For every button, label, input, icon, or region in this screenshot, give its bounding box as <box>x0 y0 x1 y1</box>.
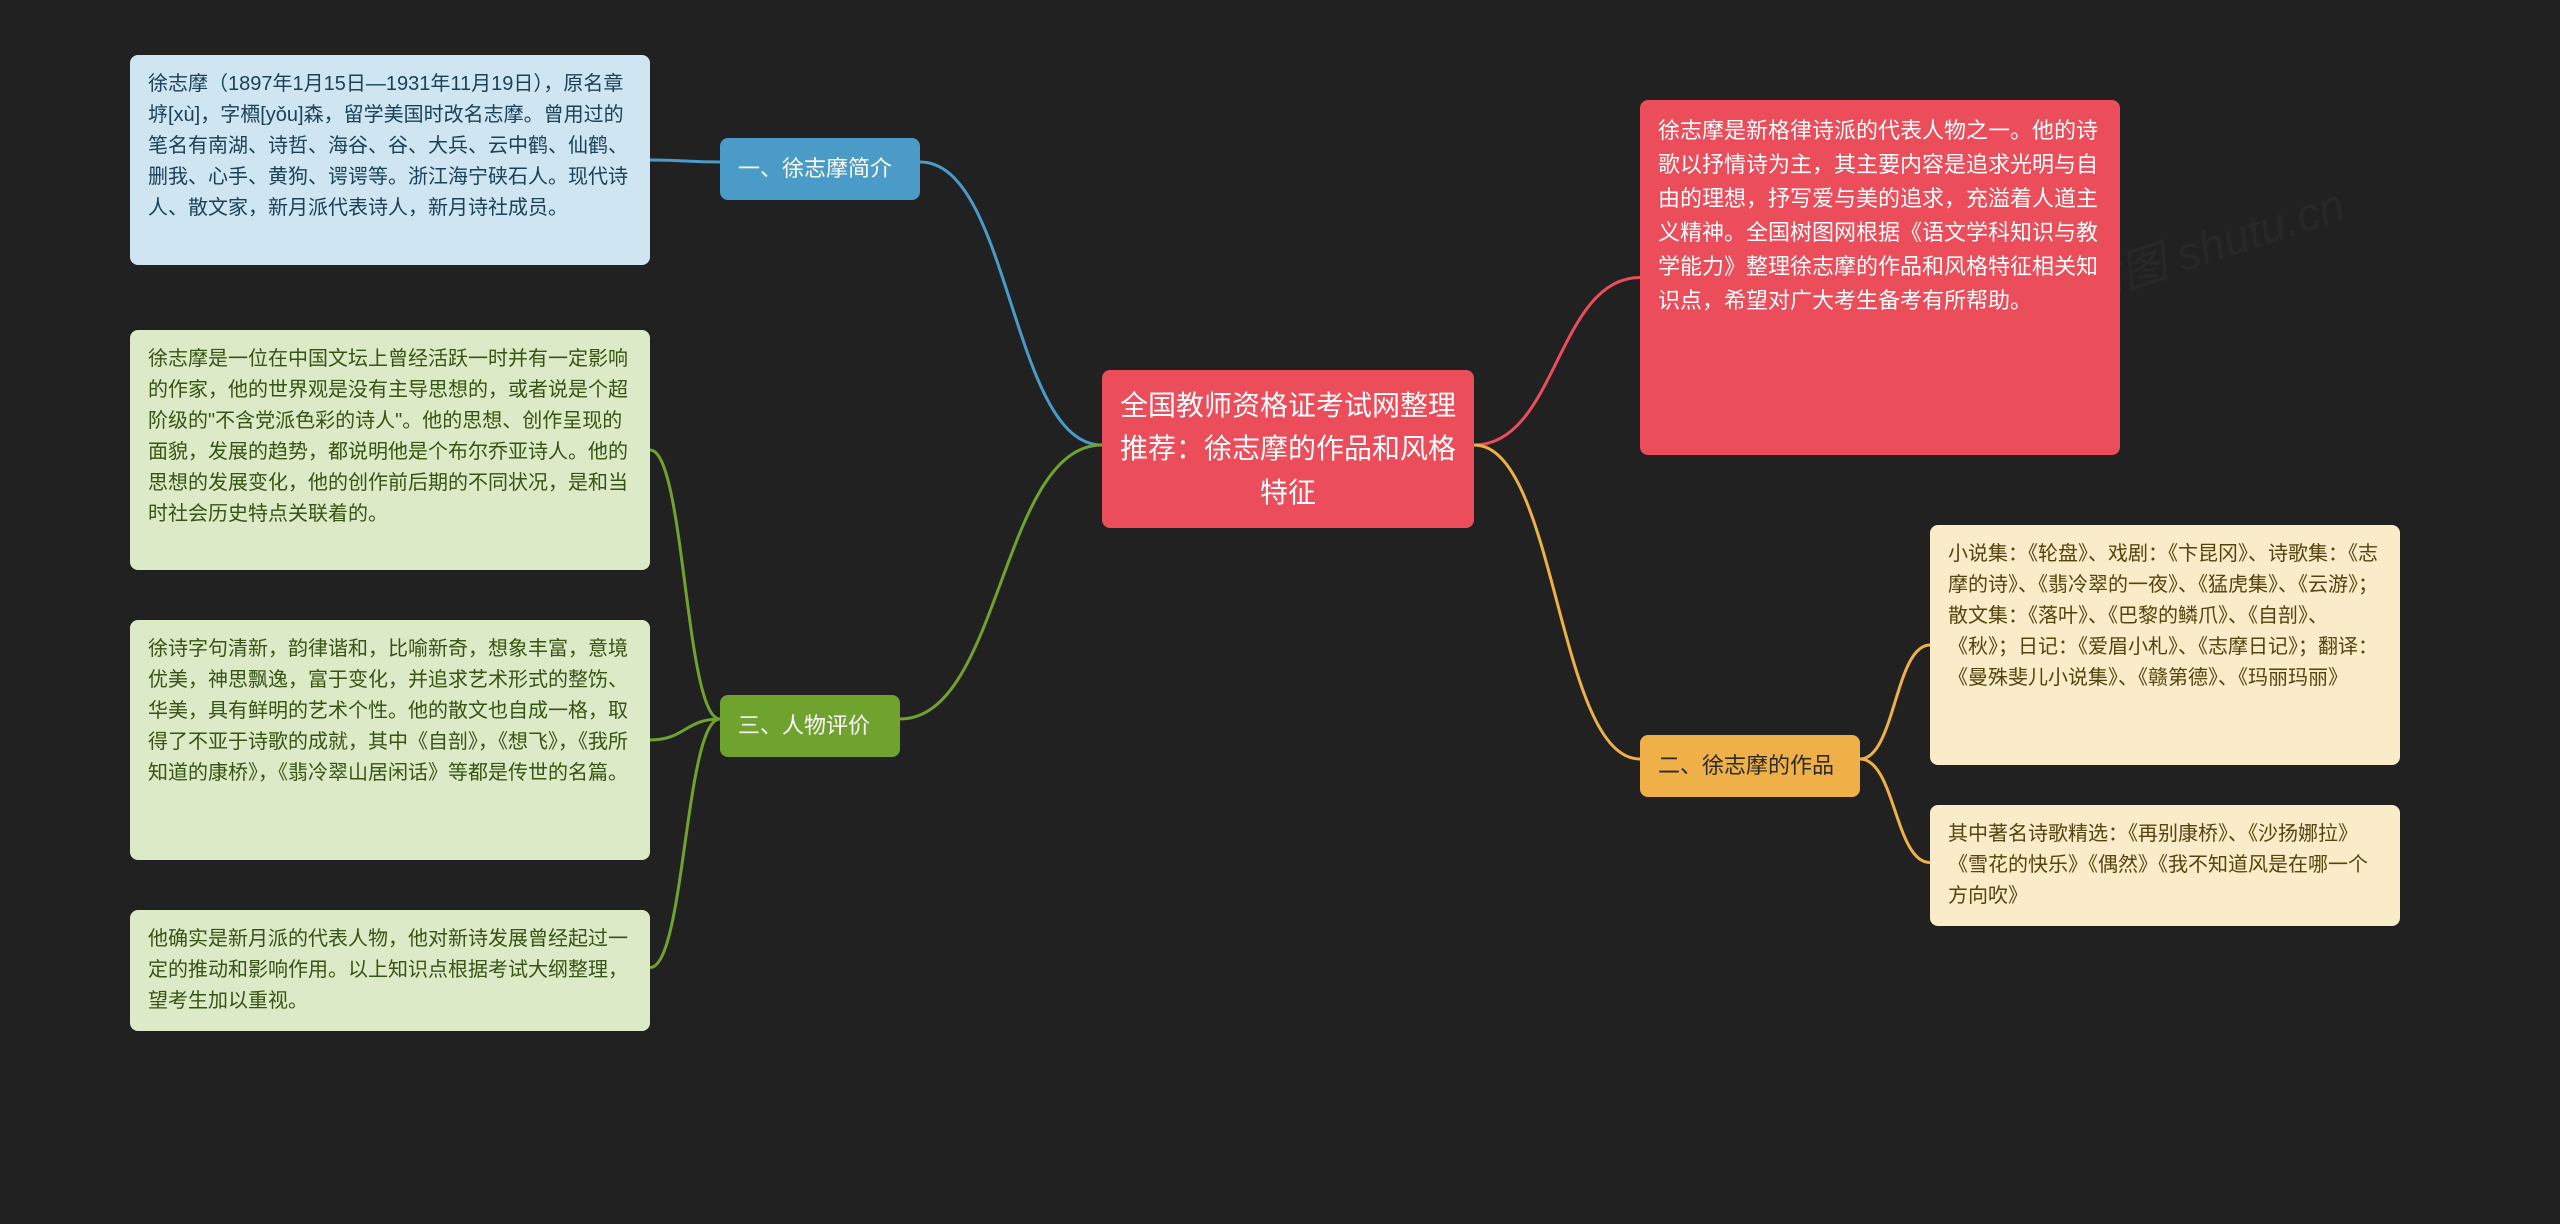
leaf-works-list[interactable]: 小说集：《轮盘》、戏剧：《卞昆冈》、诗歌集：《志摩的诗》、《翡冷翠的一夜》、《猛… <box>1930 525 2400 765</box>
leaf-eval-1[interactable]: 徐志摩是一位在中国文坛上曾经活跃一时并有一定影响的作家，他的世界观是没有主导思想… <box>130 330 650 570</box>
leaf-bio[interactable]: 徐志摩（1897年1月15日—1931年11月19日），原名章垿[xù]，字槱[… <box>130 55 650 265</box>
leaf-intro[interactable]: 徐志摩是新格律诗派的代表人物之一。他的诗歌以抒情诗为主，其主要内容是追求光明与自… <box>1640 100 2120 455</box>
branch-eval[interactable]: 三、人物评价 <box>720 695 900 757</box>
branch-bio[interactable]: 一、徐志摩简介 <box>720 138 920 200</box>
center-topic[interactable]: 全国教师资格证考试网整理推荐：徐志摩的作品和风格特征 <box>1102 370 1474 528</box>
leaf-eval-3[interactable]: 他确实是新月派的代表人物，他对新诗发展曾经起过一定的推动和影响作用。以上知识点根… <box>130 910 650 1031</box>
leaf-works-famous[interactable]: 其中著名诗歌精选：《再别康桥》、《沙扬娜拉》《雪花的快乐》《偶然》《我不知道风是… <box>1930 805 2400 926</box>
leaf-eval-2[interactable]: 徐诗字句清新，韵律谐和，比喻新奇，想象丰富，意境优美，神思飘逸，富于变化，并追求… <box>130 620 650 860</box>
branch-works[interactable]: 二、徐志摩的作品 <box>1640 735 1860 797</box>
mindmap-canvas: 树图 shutu.cn 树图 shutu.cn 全国教师资格证考试网整理推荐：徐… <box>0 0 2560 1224</box>
